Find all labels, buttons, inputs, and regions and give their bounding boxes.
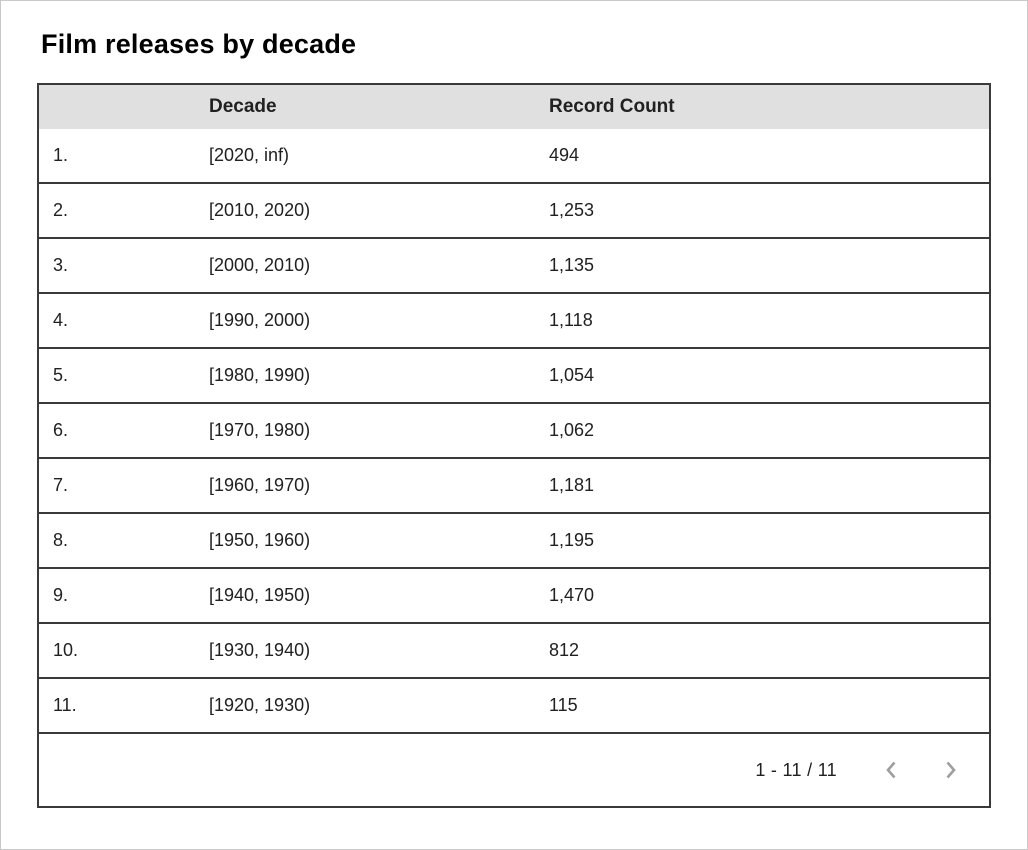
header-record-count[interactable]: Record Count [535,85,989,129]
decade-cell: [1990, 2000) [195,293,535,348]
row-index-cell: 9. [39,568,195,623]
record-count-cell: 1,195 [535,513,989,568]
decade-cell: [1970, 1980) [195,403,535,458]
table-row: 1. [2020, inf) 494 [39,129,989,183]
row-index-cell: 5. [39,348,195,403]
table-row: 7. [1960, 1970) 1,181 [39,458,989,513]
row-index-cell: 3. [39,238,195,293]
decade-cell: [1960, 1970) [195,458,535,513]
header-decade[interactable]: Decade [195,85,535,129]
next-page-button[interactable] [936,756,965,784]
row-index-cell: 1. [39,129,195,183]
decade-cell: [1940, 1950) [195,568,535,623]
row-index-cell: 8. [39,513,195,568]
record-count-cell: 1,470 [535,568,989,623]
row-index-cell: 10. [39,623,195,678]
header-row: Decade Record Count [39,85,989,129]
record-count-cell: 115 [535,678,989,733]
decade-cell: [1980, 1990) [195,348,535,403]
record-count-cell: 1,054 [535,348,989,403]
film-releases-table: Decade Record Count 1. [2020, inf) 494 2… [39,85,989,806]
table-header: Decade Record Count [39,85,989,129]
row-index-cell: 2. [39,183,195,238]
record-count-cell: 1,253 [535,183,989,238]
record-count-cell: 1,181 [535,458,989,513]
table-footer: 1 - 11 / 11 [39,733,989,806]
pagination-controls: 1 - 11 / 11 [39,734,989,806]
previous-page-button[interactable] [877,756,906,784]
pagination-range-label: 1 - 11 / 11 [755,759,837,780]
chevron-left-icon [883,761,900,783]
table-row: 8. [1950, 1960) 1,195 [39,513,989,568]
header-row-index [39,85,195,129]
record-count-cell: 494 [535,129,989,183]
record-count-cell: 1,118 [535,293,989,348]
record-count-cell: 1,135 [535,238,989,293]
page-title: Film releases by decade [41,29,357,59]
table-row: 5. [1980, 1990) 1,054 [39,348,989,403]
row-index-cell: 7. [39,458,195,513]
pagination-row: 1 - 11 / 11 [39,733,989,806]
chevron-right-icon [942,761,959,783]
data-table-container: Decade Record Count 1. [2020, inf) 494 2… [37,83,991,808]
table-row: 2. [2010, 2020) 1,253 [39,183,989,238]
table-row: 4. [1990, 2000) 1,118 [39,293,989,348]
row-index-cell: 11. [39,678,195,733]
table-row: 9. [1940, 1950) 1,470 [39,568,989,623]
row-index-cell: 6. [39,403,195,458]
decade-cell: [2020, inf) [195,129,535,183]
table-row: 11. [1920, 1930) 115 [39,678,989,733]
decade-cell: [2000, 2010) [195,238,535,293]
decade-cell: [1950, 1960) [195,513,535,568]
record-count-cell: 812 [535,623,989,678]
row-index-cell: 4. [39,293,195,348]
table-row: 10. [1930, 1940) 812 [39,623,989,678]
decade-cell: [1930, 1940) [195,623,535,678]
decade-cell: [2010, 2020) [195,183,535,238]
table-row: 3. [2000, 2010) 1,135 [39,238,989,293]
record-count-cell: 1,062 [535,403,989,458]
table-body: 1. [2020, inf) 494 2. [2010, 2020) 1,253… [39,129,989,733]
decade-cell: [1920, 1930) [195,678,535,733]
table-row: 6. [1970, 1980) 1,062 [39,403,989,458]
